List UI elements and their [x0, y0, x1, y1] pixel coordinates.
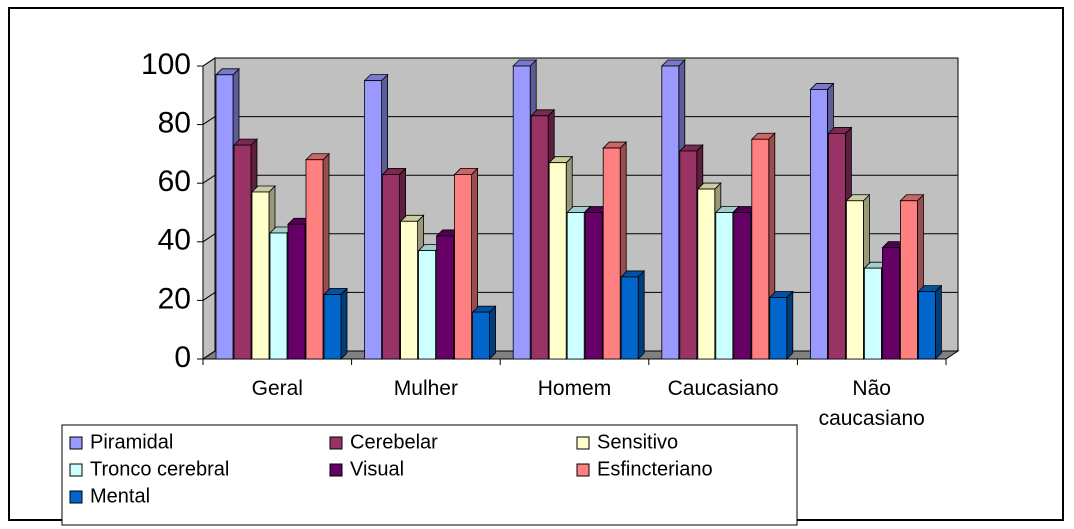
bar [287, 223, 306, 360]
bar [382, 174, 401, 360]
y-tick-label: 20 [158, 282, 191, 315]
bar-side [637, 269, 645, 360]
bar [882, 247, 900, 360]
grid-line [202, 116, 216, 126]
bar [566, 212, 585, 360]
legend-label: Mental [90, 485, 150, 507]
bar [864, 267, 882, 360]
legend-label: Visual [350, 458, 404, 480]
bar [661, 65, 680, 360]
bar [548, 162, 567, 360]
legend-label: Esfincteriano [597, 458, 713, 480]
bar [846, 200, 864, 360]
x-tick-label: Geral [251, 377, 303, 400]
legend-swatch [69, 463, 83, 477]
legend-swatch [576, 436, 590, 450]
grid-line [202, 291, 216, 301]
legend-label: Cerebelar [350, 431, 438, 453]
legend-swatch [329, 463, 343, 477]
y-tick-label: 0 [174, 341, 191, 374]
legend-swatch [69, 490, 83, 504]
bar [810, 89, 828, 360]
y-tick-label: 80 [158, 107, 191, 140]
bar [620, 276, 639, 360]
bar [733, 212, 752, 360]
bar [436, 235, 455, 360]
y-tick-label: 100 [141, 48, 191, 81]
bar [512, 65, 531, 360]
bar-side [786, 290, 794, 360]
legend-swatch [576, 463, 590, 477]
bar [715, 212, 734, 360]
bar [584, 212, 603, 360]
bar [530, 115, 549, 360]
legend-swatch [69, 436, 83, 450]
legend-box [61, 424, 798, 526]
bar-side [340, 287, 348, 360]
bar [233, 144, 252, 360]
bar [900, 200, 918, 360]
bar [918, 291, 936, 360]
grid-line [202, 350, 216, 360]
bar [454, 174, 473, 360]
x-tick-label: Homem [537, 377, 612, 400]
y-tick-label: 40 [158, 224, 191, 257]
bar [472, 311, 491, 360]
bar [602, 147, 621, 360]
legend-label: Sensitivo [597, 431, 678, 453]
bar [679, 150, 698, 360]
grid-line [202, 233, 216, 243]
bar [251, 191, 270, 360]
legend-swatch [329, 436, 343, 450]
bar [305, 159, 324, 360]
bar [769, 297, 788, 360]
x-tick-label: Não caucasiano [818, 377, 925, 430]
bar [751, 138, 770, 360]
grid-line [202, 57, 216, 67]
bar [215, 74, 234, 360]
bar [269, 232, 288, 360]
bar [323, 294, 342, 360]
y-tick-label: 60 [158, 165, 191, 198]
legend-label: Tronco cerebral [90, 458, 229, 480]
bar [697, 188, 716, 360]
bar-side [935, 284, 942, 360]
grid-line [202, 174, 216, 184]
bar [418, 250, 437, 360]
x-tick-label: Caucasiano [667, 377, 779, 400]
bar [828, 132, 846, 360]
x-tick-label: Mulher [393, 377, 458, 400]
bar [400, 220, 419, 360]
bar [364, 80, 383, 360]
bar-side [489, 305, 497, 360]
legend-label: Piramidal [90, 431, 173, 453]
side-wall [202, 57, 216, 360]
